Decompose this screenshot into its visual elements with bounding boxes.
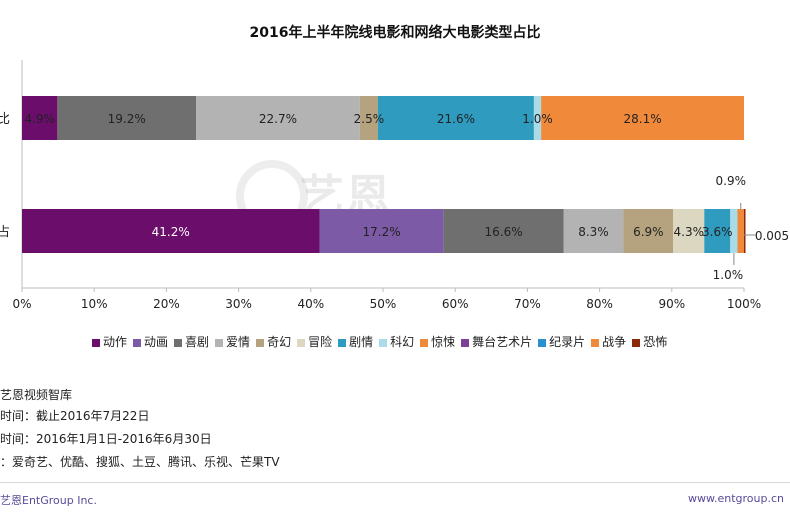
chart-legend: 动作 动画 喜剧 爱情 奇幻 冒险 剧情 科幻 惊悚 舞台艺术片 纪录片 战争 恐怖 [92, 333, 673, 350]
legend-swatch [420, 338, 429, 347]
bar-segment [744, 209, 746, 253]
bar-segment [623, 209, 674, 253]
data-label: 28.1% [623, 112, 661, 126]
data-label: 1.0% [713, 268, 744, 282]
legend-item: 战争 [591, 333, 626, 350]
legend-label: 舞台艺术片 [472, 335, 533, 349]
x-tick-label: 20% [153, 297, 180, 311]
legend-swatch [174, 338, 183, 347]
legend-label: 纪录片 [549, 335, 586, 349]
legend-swatch [133, 338, 142, 347]
legend-label: 冒险 [308, 335, 333, 349]
bar-segment [704, 209, 731, 253]
x-tick-label: 40% [297, 297, 324, 311]
x-tick-label: 0% [12, 297, 31, 311]
bar-segment [673, 209, 705, 253]
legend-label: 动作 [103, 335, 128, 349]
legend-swatch [215, 338, 224, 347]
footer-brand: 艺恩EntGroup Inc. [0, 494, 97, 507]
bar-segment [737, 209, 744, 253]
data-label: 2.5% [354, 112, 385, 126]
legend-item: 惊悚 [420, 333, 455, 350]
legend-label: 喜剧 [185, 335, 210, 349]
bar-segment [359, 96, 378, 140]
legend-item: 奇幻 [256, 333, 291, 350]
bar-segment [730, 209, 738, 253]
bar-segment [541, 96, 744, 140]
bar-segment [533, 96, 542, 140]
bar-segment [377, 96, 534, 140]
data-label: 4.9% [24, 112, 55, 126]
legend-swatch [338, 338, 347, 347]
bar-segment [57, 96, 197, 140]
data-label: 21.6% [437, 112, 475, 126]
data-label: 22.7% [259, 112, 297, 126]
notes-block: 艺恩视频智库 时间：截止2016年7月22日 时间：2016年1月1日-2016… [0, 382, 280, 474]
stacked-bar-chart: 0% 10% 20% 30% 40% 50% 60% 70% 80% 90% 100% 比占 4.9% 1… [0, 60, 789, 311]
legend-swatch [379, 338, 388, 347]
legend-item: 冒险 [297, 333, 332, 350]
legend-label: 惊悚 [431, 335, 456, 349]
legend-item: 纪录片 [538, 333, 585, 350]
platforms-note: ：爱奇艺、优酷、搜狐、土豆、腾讯、乐视、芒果TV [0, 455, 280, 469]
stat-time-note: 时间：截止2016年7月22日 [0, 409, 150, 423]
data-label: 8.3% [578, 225, 609, 239]
legend-item: 科幻 [379, 333, 414, 350]
bar-segment [443, 209, 564, 253]
period-note: 时间：2016年1月1日-2016年6月30日 [0, 432, 212, 446]
bar-segment [22, 209, 320, 253]
data-label: 0.005 [755, 229, 789, 243]
category-label: 占 [0, 225, 10, 240]
footer-url: www.entgroup.cn [688, 492, 784, 505]
legend-label: 恐怖 [643, 335, 668, 349]
legend-label: 奇幻 [267, 335, 292, 349]
legend-item: 喜剧 [174, 333, 209, 350]
legend-swatch [256, 338, 265, 347]
bar-segment [319, 209, 444, 253]
legend-swatch [92, 338, 100, 347]
x-tick-label: 10% [81, 297, 108, 311]
chart-title: 2016年上半年院线电影和网络大电影类型占比 [249, 25, 541, 41]
legend-item: 舞台艺术片 [461, 333, 532, 350]
x-tick-label: 90% [658, 297, 685, 311]
x-tick-label: 100% [727, 297, 761, 311]
legend-label: 科幻 [390, 335, 415, 349]
data-label: 41.2% [152, 225, 190, 239]
legend-item: 剧情 [338, 333, 373, 350]
data-label: 1.0% [522, 112, 553, 126]
legend-swatch [461, 338, 470, 347]
x-tick-label: 50% [370, 297, 397, 311]
x-tick-label: 70% [514, 297, 541, 311]
legend-label: 剧情 [349, 335, 374, 349]
legend-label: 战争 [602, 335, 627, 349]
x-tick-label: 30% [225, 297, 252, 311]
bar-segment [563, 209, 624, 253]
legend-item: 动画 [133, 333, 168, 350]
bar-segment [22, 96, 58, 140]
data-label: 17.2% [362, 225, 400, 239]
data-label: 4.3% [674, 225, 705, 239]
legend-swatch [591, 338, 600, 347]
legend-label: 爱情 [226, 335, 251, 349]
data-label: 3.6% [702, 225, 733, 239]
category-label: 比 [0, 112, 10, 127]
data-label: 19.2% [108, 112, 146, 126]
legend-swatch [297, 338, 306, 347]
legend-swatch [632, 338, 641, 347]
legend-item: 恐怖 [632, 333, 667, 350]
x-tick-label: 60% [442, 297, 469, 311]
data-label: 16.6% [485, 225, 523, 239]
legend-label: 动画 [144, 335, 169, 349]
data-label: 0.9% [716, 174, 747, 188]
data-label: 6.9% [633, 225, 664, 239]
bar-segment [196, 96, 360, 140]
legend-item: 动作 [92, 333, 127, 350]
footer-divider [0, 482, 790, 483]
source-note: 艺恩视频智库 [0, 388, 73, 402]
legend-swatch [538, 338, 547, 347]
x-tick-label: 80% [586, 297, 613, 311]
legend-item: 爱情 [215, 333, 250, 350]
